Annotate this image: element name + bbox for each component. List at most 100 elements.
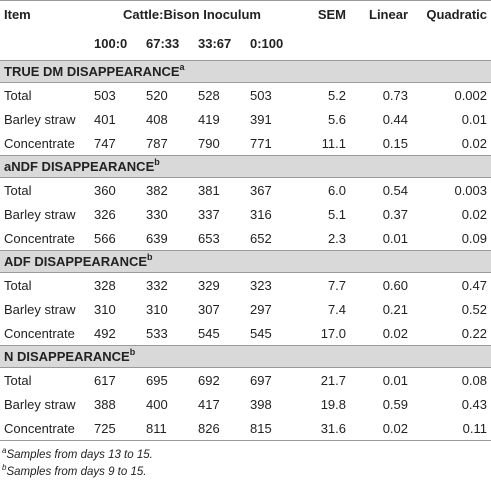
value-cell-33-67: 528 — [198, 87, 220, 103]
value-cell-0-100: 503 — [250, 87, 272, 103]
quadratic-cell: 0.22 — [461, 325, 488, 341]
value-cell-33-67: 329 — [198, 277, 220, 293]
value-cell-67-33: 330 — [146, 206, 168, 222]
value-cell-33-67: 307 — [198, 301, 220, 317]
linear-cell: 0.01 — [382, 372, 409, 388]
value-cell-100-0: 747 — [94, 135, 116, 151]
row-label-cell: Barley straw — [4, 301, 76, 317]
value-cell-0-100: 367 — [250, 182, 272, 198]
value-cell-100-0: 617 — [94, 372, 116, 388]
quadratic-cell: 0.43 — [461, 396, 488, 412]
value-cell-67-33: 787 — [146, 135, 168, 151]
value-cell-100-0: 310 — [94, 301, 116, 317]
sem-cell: 6.0 — [327, 182, 347, 198]
row-label-cell: Concentrate — [0, 416, 88, 441]
quadratic-cell: 0.11 — [412, 416, 491, 441]
section-header-row: TRUE DM DISAPPEARANCEa — [0, 60, 491, 83]
footnote-mark: b — [2, 463, 7, 473]
section-title: ADF DISAPPEARANCEb — [0, 250, 491, 273]
quadratic-cell: 0.003 — [454, 182, 488, 198]
value-cell-33-67: 545 — [198, 325, 220, 341]
item-column-header: Item — [0, 0, 88, 27]
linear-cell: 0.59 — [382, 396, 409, 412]
row-label-cell: Total — [4, 182, 32, 198]
section-header-row: aNDF DISAPPEARANCEb — [0, 155, 491, 178]
table-row: Barley straw 388 400 417 398 19.8 0.59 0.43 — [0, 392, 491, 416]
table-header: Item Cattle:Bison Inoculum SEM Linear Qu… — [0, 0, 491, 61]
disappearance-table: Item Cattle:Bison Inoculum SEM Linear Qu… — [0, 0, 491, 441]
value-cell-67-33: 520 — [146, 87, 168, 103]
section-footnote-mark: b — [147, 251, 153, 262]
value-cell-33-67: 419 — [198, 111, 220, 127]
subheader-spacer — [412, 27, 491, 61]
section-title-text: ADF DISAPPEARANCE — [4, 254, 148, 269]
quadratic-cell: 0.09 — [461, 230, 488, 246]
section-header-row: ADF DISAPPEARANCEb — [0, 250, 491, 273]
sem-cell: 31.6 — [296, 416, 351, 441]
header-row: Item Cattle:Bison Inoculum SEM Linear Qu… — [0, 0, 491, 27]
value-cell-67-33: 310 — [146, 301, 168, 317]
value-cell-100-0: 326 — [94, 206, 116, 222]
footnote-mark: a — [2, 446, 7, 456]
sem-cell: 5.1 — [327, 206, 347, 222]
footnote-b: bSamples from days 9 to 15. — [2, 464, 491, 481]
value-cell-67-33: 332 — [146, 277, 168, 293]
section-footnote-mark: b — [154, 156, 160, 167]
section-footnote-mark: a — [179, 61, 185, 72]
ratio-header-100-0: 100:0 — [94, 36, 128, 51]
value-cell-100-0: 388 — [94, 396, 116, 412]
linear-cell: 0.02 — [382, 325, 409, 341]
value-cell-0-100: 398 — [250, 396, 272, 412]
subheader-spacer — [0, 27, 88, 61]
table-row: Total 360 382 381 367 6.0 0.54 0.003 — [0, 178, 491, 203]
value-cell-0-100: 771 — [250, 135, 272, 151]
row-label-cell: Total — [4, 372, 32, 388]
sem-cell: 5.6 — [327, 111, 347, 127]
value-cell-0-100: 815 — [244, 416, 297, 441]
value-cell-0-100: 323 — [250, 277, 272, 293]
linear-cell: 0.01 — [382, 230, 409, 246]
sem-cell: 7.7 — [327, 277, 347, 293]
table-body: TRUE DM DISAPPEARANCEa Total 503 520 528 503 5… — [0, 60, 491, 441]
value-cell-67-33: 382 — [146, 182, 168, 198]
table-row: Concentrate 492 533 545 545 17.0 0.02 0.22 — [0, 321, 491, 346]
value-cell-33-67: 417 — [198, 396, 220, 412]
value-cell-67-33: 533 — [146, 325, 168, 341]
section-title-text: TRUE DM DISAPPEARANCE — [4, 64, 180, 79]
section-header-row: N DISAPPEARANCEb — [0, 345, 491, 368]
row-label-cell: Concentrate — [4, 325, 75, 341]
footnote-text: Samples from days 13 to 15. — [6, 449, 153, 461]
inoculum-group-header: Cattle:Bison Inoculum — [88, 0, 297, 27]
table-row: Concentrate 725 811 826 815 31.6 0.02 0.11 — [0, 416, 491, 441]
row-label-cell: Total — [4, 277, 32, 293]
value-cell-67-33: 408 — [146, 111, 168, 127]
quadratic-column-header: Quadratic — [412, 0, 491, 27]
ratio-subheader-row: 100:0 67:33 33:67 0:100 — [0, 27, 491, 61]
quadratic-cell: 0.08 — [461, 372, 488, 388]
row-label-cell: Barley straw — [4, 111, 76, 127]
row-label-cell: Barley straw — [4, 396, 76, 412]
sem-cell: 7.4 — [327, 301, 347, 317]
section-title: aNDF DISAPPEARANCEb — [0, 155, 491, 178]
linear-cell: 0.44 — [382, 111, 409, 127]
section-footnote-mark: b — [129, 346, 136, 357]
value-cell-0-100: 297 — [250, 301, 272, 317]
value-cell-100-0: 492 — [94, 325, 116, 341]
value-cell-67-33: 695 — [146, 372, 168, 388]
value-cell-33-67: 790 — [198, 135, 220, 151]
section-title: N DISAPPEARANCEb — [0, 345, 491, 368]
value-cell-33-67: 337 — [198, 206, 220, 222]
footnote-text: Samples from days 9 to 15. — [6, 466, 147, 478]
value-cell-67-33: 811 — [140, 416, 192, 441]
sem-cell: 19.8 — [320, 396, 347, 412]
linear-cell: 0.15 — [382, 135, 409, 151]
table-row: Total 617 695 692 697 21.7 0.01 0.08 — [0, 368, 491, 393]
value-cell-0-100: 316 — [250, 206, 272, 222]
value-cell-67-33: 639 — [146, 230, 168, 246]
subheader-spacer — [350, 27, 412, 61]
table-row: Barley straw 401 408 419 391 5.6 0.44 0.01 — [0, 107, 491, 131]
table-row: Barley straw 326 330 337 316 5.1 0.37 0.02 — [0, 202, 491, 226]
sem-column-header: SEM — [296, 0, 351, 27]
ratio-header-33-67: 33:67 — [198, 36, 232, 51]
row-label-cell: Total — [4, 87, 32, 103]
